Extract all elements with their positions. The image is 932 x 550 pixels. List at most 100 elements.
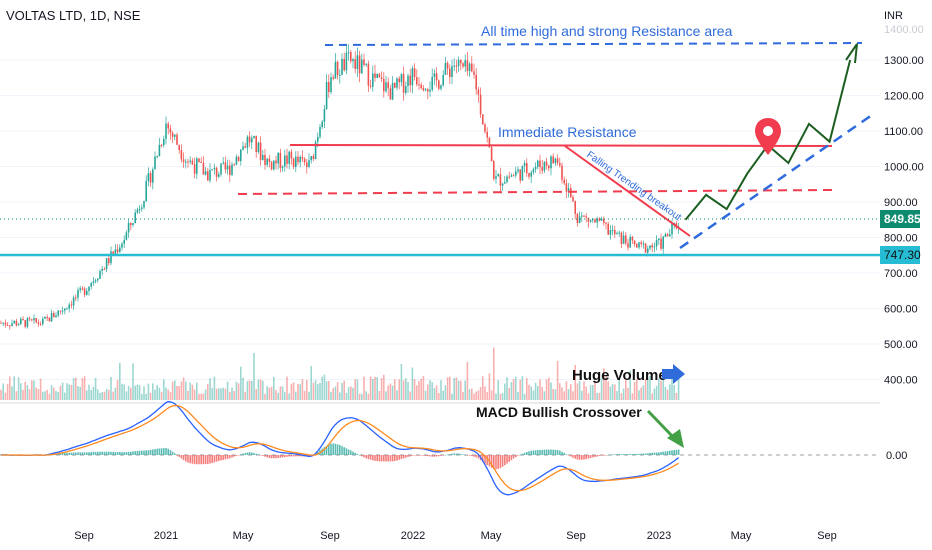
- candle-body: [145, 181, 147, 202]
- candle-body: [578, 216, 581, 223]
- candle-body: [482, 114, 484, 125]
- macd-histogram-bar: [618, 454, 620, 455]
- volume-bar: [345, 392, 348, 400]
- macd-histogram-bar: [101, 451, 103, 455]
- candle-body: [178, 144, 180, 151]
- macd-histogram-bar: [169, 450, 172, 455]
- volume-bar: [53, 387, 55, 400]
- candle-body: [185, 161, 187, 163]
- macd-histogram-bar: [143, 450, 145, 455]
- candle-body: [662, 236, 664, 249]
- macd-histogram-bar: [649, 452, 651, 455]
- candle-body: [504, 182, 506, 184]
- volume-bar: [290, 383, 293, 400]
- volume-bar: [196, 382, 198, 400]
- macd-histogram-bar: [255, 453, 257, 455]
- volume-bar: [211, 388, 213, 400]
- candle-body: [273, 160, 275, 170]
- candle-body: [627, 243, 629, 248]
- macd-histogram-bar: [583, 455, 585, 460]
- volume-bar: [284, 392, 286, 400]
- volume-bar: [266, 386, 268, 400]
- volume-bar: [281, 386, 284, 400]
- volume-bar: [319, 382, 321, 400]
- macd-histogram-bar: [435, 455, 438, 457]
- volume-bar: [636, 379, 638, 400]
- macd-histogram-bar: [532, 450, 535, 455]
- volume-bar: [528, 384, 530, 400]
- ath-annotation: All time high and strong Resistance area: [481, 23, 733, 39]
- candle-body: [451, 66, 453, 77]
- support-value: 747.30: [884, 248, 921, 262]
- candle-body: [622, 235, 625, 244]
- volume-bar: [213, 376, 216, 400]
- macd-histogram-bar: [528, 451, 530, 455]
- volume-bar: [176, 385, 178, 400]
- candle-body: [572, 196, 574, 202]
- price-tick-label: 1300.00: [884, 55, 924, 67]
- macd-histogram-bar: [253, 453, 255, 455]
- macd-histogram-bar: [407, 455, 409, 457]
- candle-body: [182, 159, 185, 162]
- macd-histogram-bar: [240, 454, 242, 455]
- candle-body: [431, 76, 433, 90]
- candle-body: [669, 234, 671, 237]
- rising-projection-dashed-line: [679, 113, 873, 250]
- volume-bar: [466, 361, 469, 400]
- candle-body: [165, 123, 167, 139]
- macd-histogram-bar: [308, 455, 310, 457]
- time-tick-label: Sep: [74, 530, 94, 542]
- macd-histogram-bar: [229, 455, 231, 459]
- candle-body: [400, 74, 403, 83]
- candle-body: [59, 310, 62, 312]
- volume-bar: [631, 393, 634, 400]
- volume-bar: [567, 389, 570, 400]
- macd-histogram-bar: [345, 448, 348, 455]
- candle-body: [242, 146, 244, 150]
- candle-body: [420, 84, 422, 89]
- candle-body: [440, 85, 442, 89]
- support-badge: [880, 246, 920, 264]
- candle-body: [215, 167, 218, 177]
- macd-histogram-bar: [79, 452, 81, 455]
- volume-bar: [453, 378, 455, 400]
- volume-bar: [343, 380, 345, 400]
- volume-bar: [156, 385, 158, 400]
- candle-body: [424, 89, 427, 91]
- candle-body: [147, 173, 150, 182]
- volume-bar: [512, 378, 515, 400]
- candle-body: [664, 234, 667, 237]
- candle-body: [556, 158, 559, 163]
- macd-histogram-bar: [251, 452, 253, 455]
- candle-body: [211, 169, 213, 171]
- volume-bar: [660, 380, 662, 400]
- macd-histogram-bar: [438, 455, 440, 457]
- volume-bar: [350, 386, 352, 400]
- volume-bar: [519, 379, 521, 400]
- volume-bar: [88, 384, 90, 400]
- macd-histogram-bar: [196, 455, 198, 465]
- macd-histogram-bar: [431, 455, 433, 457]
- macd-histogram-bar: [519, 454, 521, 456]
- candle-body: [149, 173, 152, 183]
- candle-body: [277, 152, 279, 164]
- volume-bar: [114, 387, 117, 400]
- macd-histogram-bar: [400, 455, 403, 460]
- volume-bar: [292, 382, 295, 400]
- volume-bar: [651, 393, 653, 400]
- macd-histogram-bar: [185, 455, 187, 462]
- candle-body: [356, 55, 359, 69]
- macd-histogram-bar: [664, 451, 667, 455]
- candle-body: [479, 94, 482, 115]
- volume-bar: [35, 387, 37, 400]
- candle-body: [268, 158, 271, 162]
- candle-body: [526, 163, 528, 174]
- candle-body: [378, 73, 381, 78]
- price-tick-label: 500.00: [884, 339, 918, 351]
- candlestick-series: [0, 44, 680, 330]
- candle-body: [642, 243, 645, 245]
- volume-bar: [541, 387, 543, 400]
- macd-histogram-bar: [600, 455, 603, 456]
- macd-histogram-bar: [499, 455, 502, 469]
